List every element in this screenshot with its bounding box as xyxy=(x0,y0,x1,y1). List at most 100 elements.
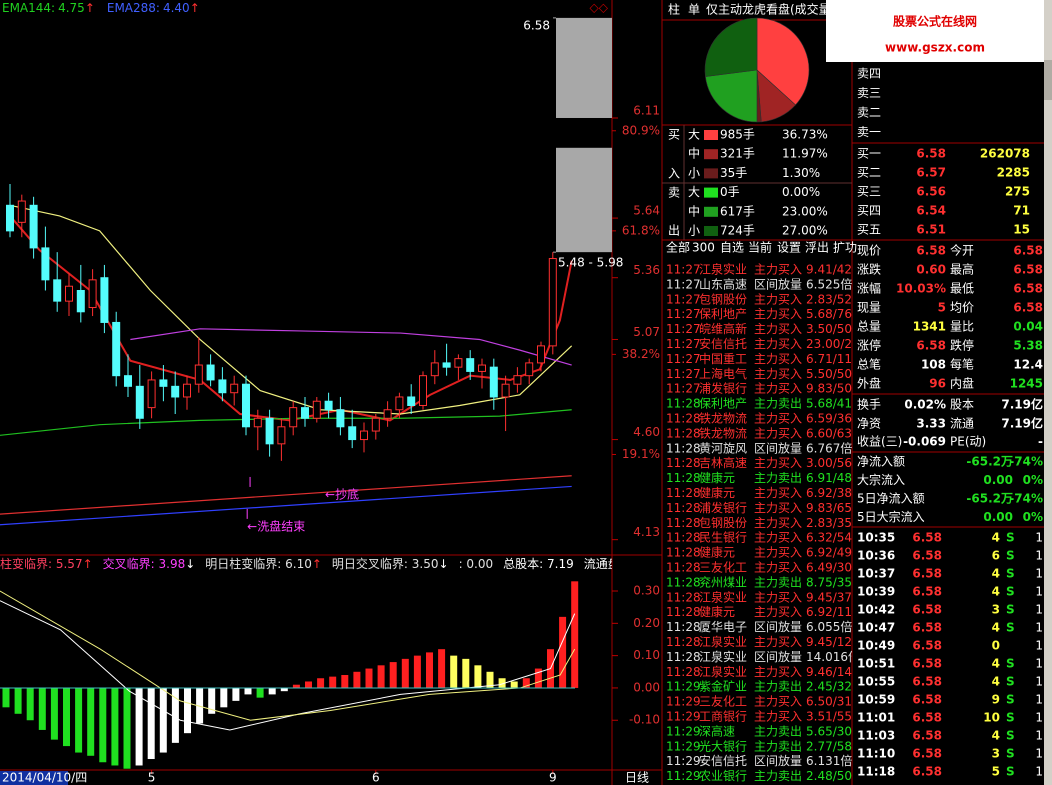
macd-bar xyxy=(208,687,216,714)
buy-level: 买四 xyxy=(857,204,881,218)
trade-type: 主力买入 xyxy=(754,635,802,649)
filter-tab[interactable]: 全部 xyxy=(666,240,690,255)
tab[interactable]: 单 xyxy=(688,3,700,17)
macd-bar xyxy=(256,687,264,698)
header-item: 柱变临界: 5.57 xyxy=(0,556,83,571)
trade-name: 上海电气 xyxy=(699,366,747,381)
candle-body xyxy=(88,279,97,309)
trade-time: 11:27 xyxy=(666,277,701,291)
trade-value: 3.50/50 xyxy=(806,322,852,336)
tick-side: S xyxy=(1006,747,1015,761)
y-tick-label: 6.11 xyxy=(633,103,660,117)
tick-volume: 4 xyxy=(992,585,1000,599)
x-tick-label: 5 xyxy=(148,771,156,785)
buy-volume: 15 xyxy=(1013,223,1030,237)
trade-name: 铁龙物流 xyxy=(699,412,747,426)
trade-name: 黄河旋风 xyxy=(699,441,747,455)
trade-type: 主力买入 xyxy=(754,665,802,679)
flow-swatch xyxy=(704,168,718,179)
tick-price: 6.58 xyxy=(912,729,942,743)
sell-level: 卖四 xyxy=(857,67,881,81)
tick-count: 1 xyxy=(1035,711,1043,725)
tick-price: 6.58 xyxy=(912,675,942,689)
flow-lots: 0手 xyxy=(720,185,740,199)
trade-name: 江泉实业 xyxy=(699,634,747,649)
macd-bar xyxy=(438,649,446,688)
stat-label: 最低 xyxy=(950,282,974,296)
tick-side: S xyxy=(1006,621,1015,635)
trade-value: 6.131倍 xyxy=(806,753,852,768)
tab[interactable]: 仅主动 xyxy=(706,3,742,17)
trade-type: 区间放量 xyxy=(754,440,802,455)
trade-time: 11:28 xyxy=(666,620,701,634)
stat-value: 6.58 xyxy=(1013,263,1043,277)
y-tick-label: 5.07 xyxy=(633,325,660,339)
trade-type: 主力买入 xyxy=(754,590,802,604)
flow-size: 小 xyxy=(688,224,700,238)
scrollbar[interactable] xyxy=(1044,0,1052,785)
header-item: 明日交叉临界: 3.50 xyxy=(332,556,439,571)
indicator-line xyxy=(0,600,576,731)
trade-name: 江泉实业 xyxy=(699,649,747,664)
trade-type: 主力买入 xyxy=(754,605,802,619)
stat-label: 现量 xyxy=(857,301,881,315)
filter-tab[interactable]: 300 xyxy=(692,241,715,255)
candle-body xyxy=(65,285,73,302)
flow-side: 买 xyxy=(668,128,680,142)
trade-value: 9.45/37 xyxy=(806,590,852,604)
y-tick-label: 4.60 xyxy=(633,425,660,439)
filter-tab[interactable]: 扩功 xyxy=(833,241,857,255)
macd-bar xyxy=(365,668,373,688)
trade-type: 主力卖出 xyxy=(754,680,802,694)
trade-value: 6.055倍 xyxy=(806,619,852,634)
stat-value: 10.03% xyxy=(896,282,946,296)
trade-time: 11:27 xyxy=(666,352,701,366)
trade-value: 2.83/35 xyxy=(806,516,852,530)
filter-tab[interactable]: 浮出 xyxy=(805,241,829,255)
header-item: ↑ xyxy=(83,557,93,571)
trade-time: 11:27 xyxy=(666,263,701,277)
macd-bar xyxy=(244,687,252,695)
tick-time: 11:18 xyxy=(857,765,895,779)
macd-bar xyxy=(26,687,34,721)
scroll-thumb[interactable] xyxy=(1044,60,1052,100)
tick-price: 6.58 xyxy=(912,747,942,761)
trade-value: 6.92/11 xyxy=(806,605,852,619)
filter-tab[interactable]: 当前 xyxy=(748,240,772,255)
macd-bar xyxy=(401,658,409,688)
legend-value: 4.40 xyxy=(163,1,190,15)
trade-time: 11:28 xyxy=(666,546,701,560)
y-tick-label: 0.00 xyxy=(633,680,660,694)
flow-lots: 321手 xyxy=(720,147,755,161)
flow-size: 大 xyxy=(688,128,700,142)
tick-price: 6.58 xyxy=(912,621,942,635)
candle-body xyxy=(395,396,404,411)
trade-name: 深高速 xyxy=(699,723,735,738)
flow-size: 中 xyxy=(688,203,700,218)
trade-value: 9.46/14 xyxy=(806,665,852,679)
trade-type: 主力卖出 xyxy=(754,769,802,783)
macd-bar xyxy=(498,678,506,688)
tick-volume: 0 xyxy=(992,639,1000,653)
trade-type: 主力买入 xyxy=(754,710,802,724)
tick-volume: 10 xyxy=(983,711,1000,725)
filter-tab[interactable]: 自选 xyxy=(720,241,744,255)
tick-volume: 4 xyxy=(992,531,1000,545)
flow-pct: 0% xyxy=(1023,510,1043,524)
flow-lots: 985手 xyxy=(720,128,755,142)
tab[interactable]: 龙虎看盘(成交量 xyxy=(742,2,831,17)
macd-bar xyxy=(159,687,167,753)
tick-price: 6.58 xyxy=(912,765,942,779)
pie-slice xyxy=(705,69,758,123)
tab[interactable]: 柱 xyxy=(668,2,680,17)
date-highlight xyxy=(0,771,68,785)
filter-tab[interactable]: 设置 xyxy=(777,241,801,255)
trade-type: 主力买入 xyxy=(754,382,802,396)
x-tick-label: 2014/04/10/四 xyxy=(2,771,87,785)
stat-value: 6.58 xyxy=(916,244,946,258)
stat-label: 股本 xyxy=(950,398,974,412)
candle-body xyxy=(489,366,498,398)
buy-level: 买一 xyxy=(857,147,881,161)
candle-body xyxy=(419,375,427,406)
